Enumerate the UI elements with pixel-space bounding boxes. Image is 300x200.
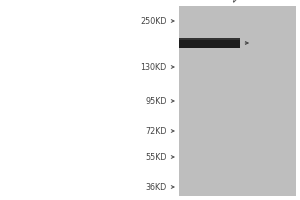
Bar bbox=[179, 38, 240, 47]
Bar bbox=[179, 38, 240, 40]
Text: 130KD: 130KD bbox=[140, 62, 166, 72]
Text: 55KD: 55KD bbox=[145, 152, 167, 162]
Text: 293T: 293T bbox=[229, 0, 251, 4]
Text: 95KD: 95KD bbox=[145, 97, 167, 106]
Text: 250KD: 250KD bbox=[140, 17, 166, 25]
Text: 72KD: 72KD bbox=[145, 127, 167, 136]
Text: 36KD: 36KD bbox=[145, 182, 166, 192]
Bar bbox=[178, 6, 296, 196]
